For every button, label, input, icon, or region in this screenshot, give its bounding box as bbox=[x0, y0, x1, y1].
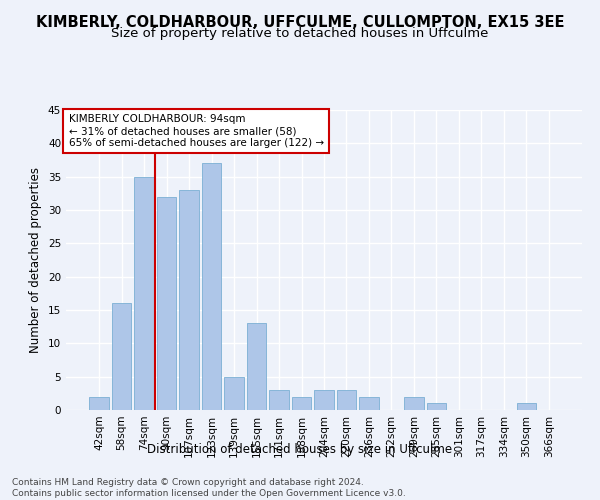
Text: Distribution of detached houses by size in Uffculme: Distribution of detached houses by size … bbox=[148, 442, 452, 456]
Bar bbox=[427, 404, 446, 410]
Bar bbox=[247, 324, 266, 410]
Bar bbox=[517, 404, 536, 410]
Text: KIMBERLY COLDHARBOUR: 94sqm
← 31% of detached houses are smaller (58)
65% of sem: KIMBERLY COLDHARBOUR: 94sqm ← 31% of det… bbox=[68, 114, 324, 148]
Bar bbox=[404, 396, 424, 410]
Bar bbox=[89, 396, 109, 410]
Text: Contains HM Land Registry data © Crown copyright and database right 2024.
Contai: Contains HM Land Registry data © Crown c… bbox=[12, 478, 406, 498]
Bar bbox=[337, 390, 356, 410]
Bar bbox=[179, 190, 199, 410]
Bar bbox=[224, 376, 244, 410]
Bar bbox=[134, 176, 154, 410]
Bar bbox=[157, 196, 176, 410]
Bar bbox=[292, 396, 311, 410]
Bar bbox=[269, 390, 289, 410]
Bar bbox=[112, 304, 131, 410]
Bar bbox=[359, 396, 379, 410]
Text: Size of property relative to detached houses in Uffculme: Size of property relative to detached ho… bbox=[112, 28, 488, 40]
Text: KIMBERLY, COLDHARBOUR, UFFCULME, CULLOMPTON, EX15 3EE: KIMBERLY, COLDHARBOUR, UFFCULME, CULLOMP… bbox=[36, 15, 564, 30]
Y-axis label: Number of detached properties: Number of detached properties bbox=[29, 167, 43, 353]
Bar bbox=[314, 390, 334, 410]
Bar bbox=[202, 164, 221, 410]
